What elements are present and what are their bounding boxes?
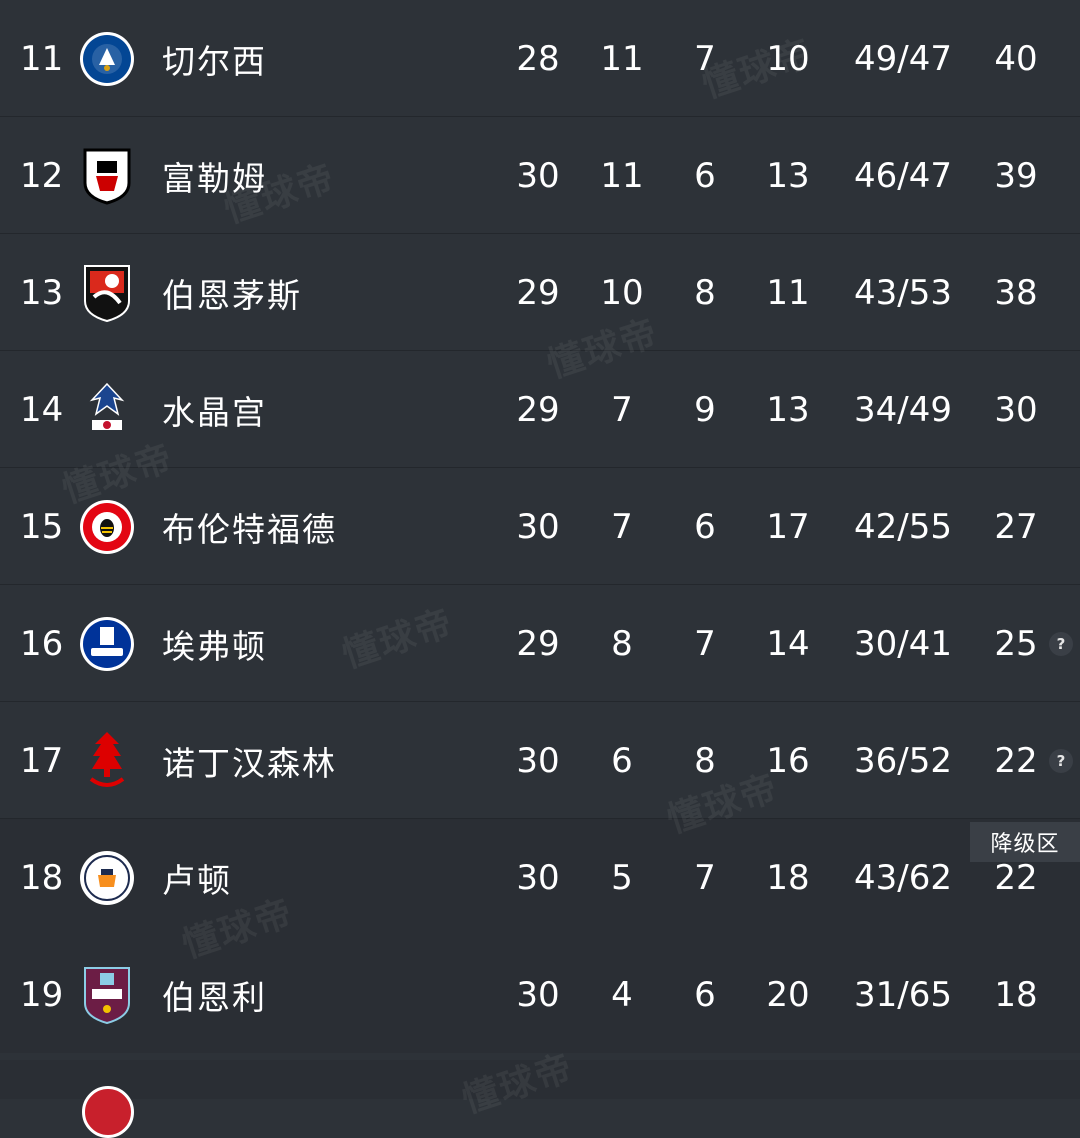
crystal-palace-crest-icon: [78, 351, 136, 468]
drawn-cell: 8: [694, 740, 716, 781]
drawn-cell: 7: [694, 857, 716, 898]
team-name: 卢顿: [162, 860, 232, 900]
question-mark-icon[interactable]: ?: [1049, 749, 1073, 773]
drawn-cell: 6: [694, 155, 716, 196]
lost-cell: 13: [766, 155, 810, 196]
goals-cell: 49/47: [854, 38, 952, 79]
drawn-cell: 6: [694, 506, 716, 547]
drawn-cell: 8: [694, 272, 716, 313]
team-name: 布伦特福德: [162, 509, 337, 549]
chelsea-crest-icon: [78, 0, 136, 117]
played-cell: 30: [516, 974, 560, 1015]
luton-crest-icon: [78, 819, 136, 936]
rank-cell: 16: [20, 623, 64, 664]
table-row[interactable]: 11 切尔西 28 11 7 10 49/47 40: [0, 0, 1080, 117]
rank-cell: 14: [20, 389, 64, 430]
sheffield-crest-icon: [82, 1086, 134, 1138]
won-cell: 8: [611, 623, 633, 664]
points-cell: 22: [994, 740, 1038, 781]
played-cell: 30: [516, 155, 560, 196]
table-row[interactable]: 18 卢顿 30 5 7 18 43/62 22: [0, 819, 1080, 936]
goals-cell: 46/47: [854, 155, 952, 196]
won-cell: 4: [611, 974, 633, 1015]
played-cell: 28: [516, 38, 560, 79]
rank-cell: 18: [20, 857, 64, 898]
points-cell: 25: [994, 623, 1038, 664]
lost-cell: 13: [766, 389, 810, 430]
won-cell: 11: [600, 155, 644, 196]
played-cell: 29: [516, 272, 560, 313]
played-cell: 29: [516, 623, 560, 664]
points-cell: 18: [994, 974, 1038, 1015]
lost-cell: 10: [766, 38, 810, 79]
table-row[interactable]: 12 富勒姆 30 11 6 13 46/47 39: [0, 117, 1080, 234]
points-cell: 39: [994, 155, 1038, 196]
points-cell: 30: [994, 389, 1038, 430]
rank-cell: 17: [20, 740, 64, 781]
rank-cell: 19: [20, 974, 64, 1015]
nottingham-forest-crest-icon: [78, 702, 136, 819]
goals-cell: 34/49: [854, 389, 952, 430]
goals-cell: 30/41: [854, 623, 952, 664]
points-cell: 27: [994, 506, 1038, 547]
points-cell: 38: [994, 272, 1038, 313]
table-row[interactable]: 16 埃弗顿 29 8 7 14 30/41 25?: [0, 585, 1080, 702]
table-row[interactable]: 15 布伦特福德 30 7 6 17 42/55 27: [0, 468, 1080, 585]
goals-cell: 43/62: [854, 857, 952, 898]
played-cell: 29: [516, 389, 560, 430]
team-name: 切尔西: [162, 41, 267, 81]
partial-next-row: [0, 1060, 1080, 1099]
rank-cell: 12: [20, 155, 64, 196]
lost-cell: 17: [766, 506, 810, 547]
goals-cell: 36/52: [854, 740, 952, 781]
lost-cell: 18: [766, 857, 810, 898]
points-cell: 22: [994, 857, 1038, 898]
won-cell: 10: [600, 272, 644, 313]
goals-cell: 42/55: [854, 506, 952, 547]
goals-cell: 31/65: [854, 974, 952, 1015]
goals-cell: 43/53: [854, 272, 952, 313]
lost-cell: 20: [766, 974, 810, 1015]
team-name: 富勒姆: [162, 158, 267, 198]
team-name: 埃弗顿: [162, 626, 267, 666]
lost-cell: 16: [766, 740, 810, 781]
drawn-cell: 7: [694, 38, 716, 79]
drawn-cell: 6: [694, 974, 716, 1015]
brentford-crest-icon: [78, 468, 136, 585]
points-cell: 40: [994, 38, 1038, 79]
relegation-zone-badge: 降级区: [970, 822, 1080, 862]
rank-cell: 11: [20, 38, 64, 79]
burnley-crest-icon: [78, 936, 136, 1053]
team-name: 诺丁汉森林: [162, 743, 337, 783]
rank-cell: 15: [20, 506, 64, 547]
bournemouth-crest-icon: [78, 234, 136, 351]
table-row[interactable]: 13 伯恩茅斯 29 10 8 11 43/53 38: [0, 234, 1080, 351]
rank-cell: 13: [20, 272, 64, 313]
won-cell: 6: [611, 740, 633, 781]
fulham-crest-icon: [78, 117, 136, 234]
table-row[interactable]: 14 水晶宫 29 7 9 13 34/49 30: [0, 351, 1080, 468]
team-name: 水晶宫: [162, 392, 267, 432]
won-cell: 7: [611, 506, 633, 547]
played-cell: 30: [516, 857, 560, 898]
table-row[interactable]: 17 诺丁汉森林 30 6 8 16 36/52 22?: [0, 702, 1080, 819]
drawn-cell: 7: [694, 623, 716, 664]
played-cell: 30: [516, 740, 560, 781]
won-cell: 5: [611, 857, 633, 898]
question-mark-icon[interactable]: ?: [1049, 632, 1073, 656]
team-name: 伯恩茅斯: [162, 275, 302, 315]
lost-cell: 11: [766, 272, 810, 313]
won-cell: 7: [611, 389, 633, 430]
drawn-cell: 9: [694, 389, 716, 430]
table-row[interactable]: 19 伯恩利 30 4 6 20 31/65 18: [0, 936, 1080, 1053]
everton-crest-icon: [78, 585, 136, 702]
standings-table: 11 切尔西 28 11 7 10 49/47 40 12 富勒姆 30 11 6 13 46/47 39 13…: [0, 0, 1080, 1053]
won-cell: 11: [600, 38, 644, 79]
played-cell: 30: [516, 506, 560, 547]
team-name: 伯恩利: [162, 977, 267, 1017]
lost-cell: 14: [766, 623, 810, 664]
